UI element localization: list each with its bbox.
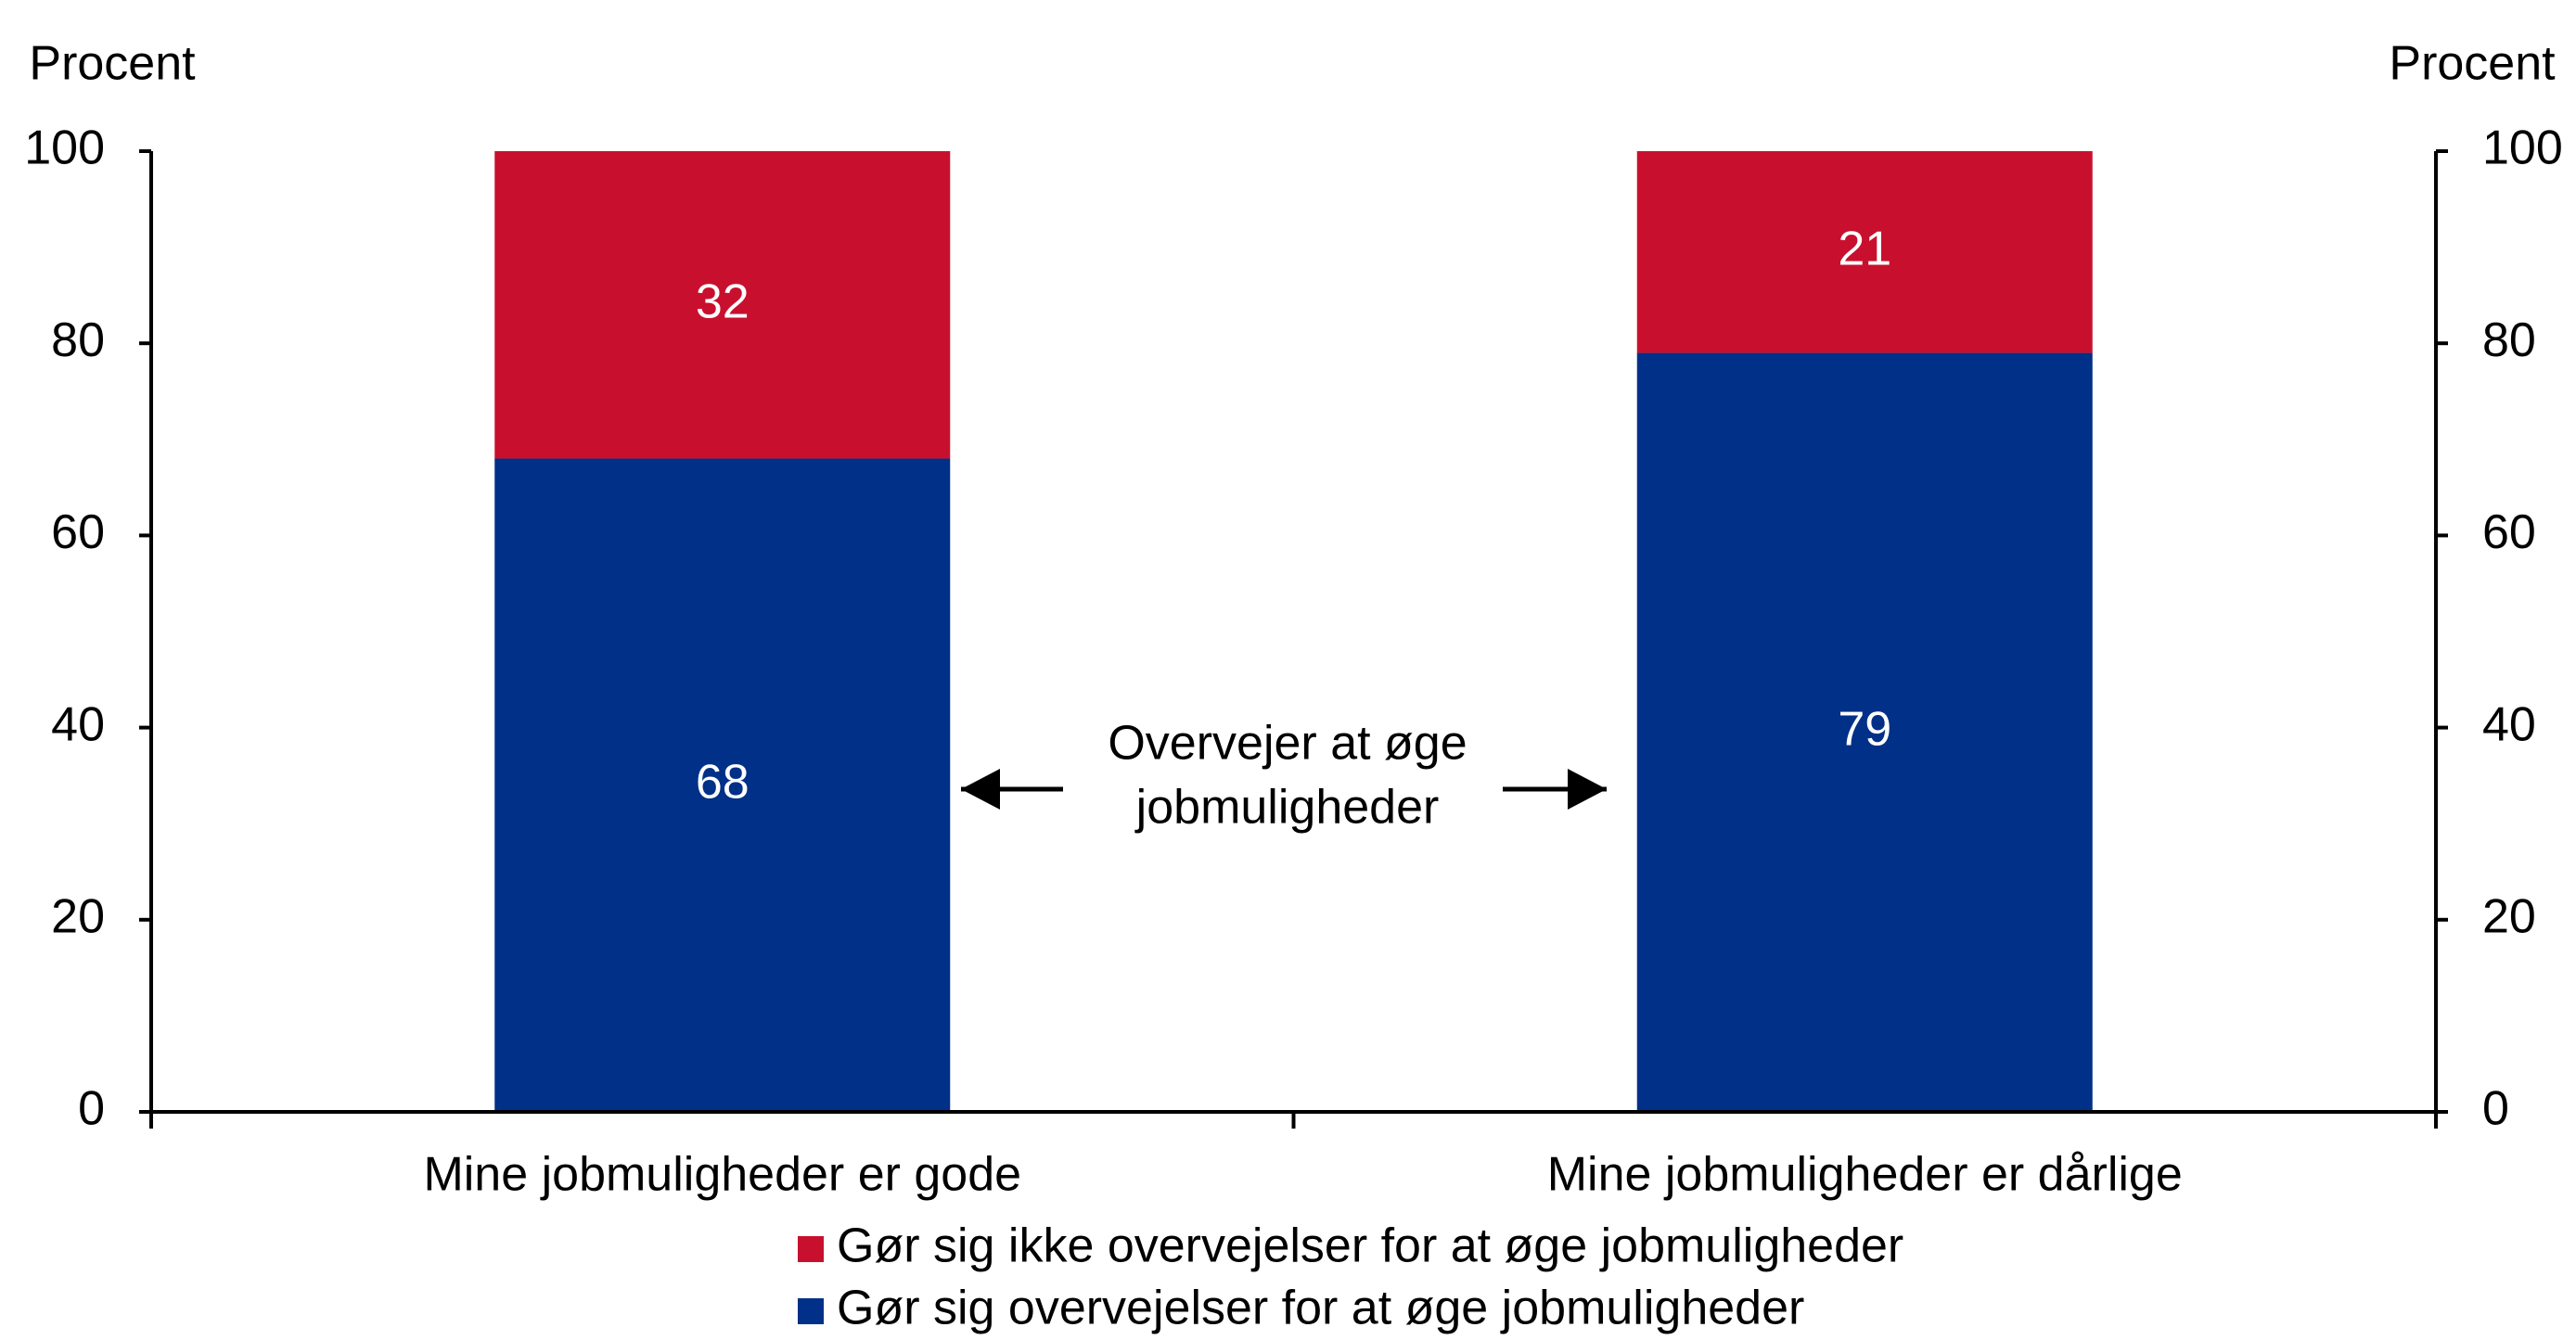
y-tick-label: 60 [51,505,105,559]
bar-segment [494,458,951,1112]
y2-tick-label: 80 [2482,313,2536,367]
y2-axis-label: Procent [2389,37,2556,91]
y2-tick-label: 0 [2482,1082,2509,1136]
bar-segment [494,151,951,459]
y-tick-label: 80 [51,313,105,367]
y2-tick-label: 20 [2482,890,2536,944]
y2-tick-label: 40 [2482,697,2536,751]
y-axis-label: Procent [29,37,196,91]
data-label: 32 [696,274,750,328]
annotation: jobmuligheder [1134,781,1440,835]
y-tick-label: 0 [78,1082,105,1136]
data-label: 21 [1838,223,1891,276]
y-tick-label: 20 [51,890,105,944]
legend-swatch [798,1298,824,1324]
y-tick-label: 100 [24,121,105,175]
data-label: 68 [696,755,750,809]
bar-segment [1636,151,2093,353]
legend-swatch [798,1236,824,1262]
annotation: Overvejer at øge [1108,717,1467,771]
legend-label: Gør sig ikke overvejelser for at øge job… [837,1219,1903,1273]
y-tick-label: 40 [51,697,105,751]
arrow-head [961,769,1000,810]
arrow-head [1568,769,1607,810]
bar-segment [1636,352,2093,1112]
data-label: 79 [1838,703,1891,757]
x-tick-label: Mine jobmuligheder er dårlige [1547,1148,2183,1202]
y2-tick-label: 100 [2482,121,2563,175]
x-tick-label: Mine jobmuligheder er gode [423,1148,1021,1202]
y2-tick-label: 60 [2482,505,2536,559]
legend-label: Gør sig overvejelser for at øge jobmulig… [837,1282,1804,1335]
